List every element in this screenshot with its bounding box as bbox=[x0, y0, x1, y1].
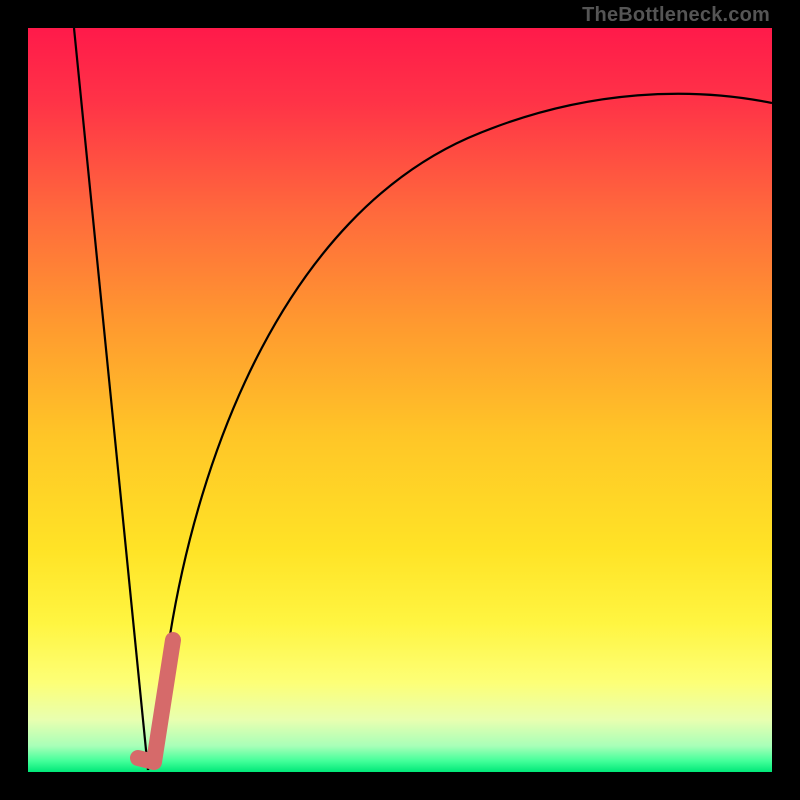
chart-frame: TheBottleneck.com bbox=[0, 0, 800, 800]
j-marker bbox=[138, 640, 173, 762]
watermark-text: TheBottleneck.com bbox=[582, 4, 770, 27]
left-falling-line bbox=[74, 28, 148, 770]
right-rising-curve bbox=[148, 94, 772, 770]
plot-area bbox=[28, 28, 772, 772]
curves-layer bbox=[28, 28, 772, 772]
